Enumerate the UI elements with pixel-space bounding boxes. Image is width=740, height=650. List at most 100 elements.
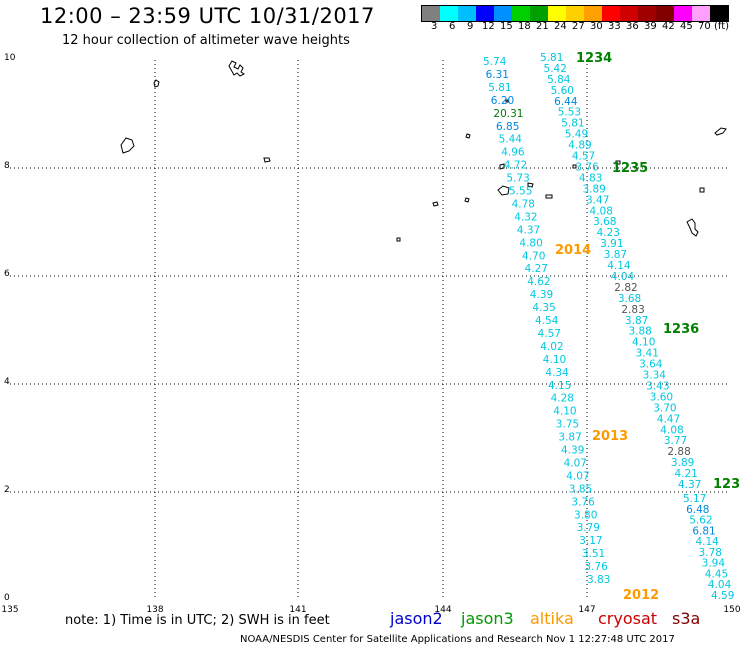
wave-height-value: 4.28: [551, 393, 574, 405]
island-outline: [432, 201, 439, 207]
wave-height-value: 3.51: [582, 548, 605, 560]
color-scale-label: 9: [467, 21, 474, 32]
island-outline: [572, 164, 577, 169]
wave-height-value: 4.37: [678, 479, 701, 491]
color-swatch: [476, 6, 494, 21]
wave-height-value: 4.35: [532, 302, 555, 314]
wave-height-value: 3.43: [646, 380, 669, 392]
wave-height-value: 4.96: [501, 147, 525, 159]
color-scale-label: 45: [680, 21, 693, 32]
wave-height-value: 5.73: [506, 173, 529, 185]
color-swatch: [530, 6, 548, 21]
color-swatch: [548, 6, 566, 21]
track-label: 1235: [612, 161, 648, 176]
track-label: 1234: [576, 51, 612, 66]
color-swatch: [602, 6, 620, 21]
wave-height-value: 4.45: [705, 568, 728, 580]
color-scale-label: 24: [554, 21, 567, 32]
wave-height-value: 4.21: [674, 468, 697, 480]
wave-height-value: 6.20: [491, 95, 514, 107]
island-outline: [499, 163, 505, 170]
wave-height-value: 6.81: [692, 525, 715, 537]
wave-height-value: 3.47: [586, 194, 609, 206]
color-scale-label: 33: [608, 21, 621, 32]
island-outline: [699, 187, 705, 193]
track-label: 123: [713, 477, 740, 492]
wave-height-value: 5.81: [488, 82, 511, 94]
wave-height-value: 3.64: [639, 359, 663, 371]
wave-height-value: 3.41: [636, 348, 659, 360]
x-tick-label: 135: [1, 605, 18, 615]
wave-height-value: 6.31: [486, 69, 509, 81]
x-tick-label: 138: [146, 605, 163, 615]
island-outline: [153, 79, 160, 88]
wave-height-value: 3.89: [582, 183, 605, 195]
x-tick-label: 150: [723, 605, 740, 615]
wave-height-value: 4.10: [543, 354, 566, 366]
satellite-legend-cryosat: cryosat: [598, 609, 658, 628]
wave-height-value: 4.78: [512, 198, 535, 210]
wave-height-value: 3.87: [558, 432, 581, 444]
color-swatch: [620, 6, 638, 21]
wave-height-value: 4.14: [607, 260, 631, 272]
x-tick-label: 147: [578, 605, 595, 615]
color-scale-bar: [421, 5, 729, 22]
color-swatch: [512, 6, 530, 21]
wave-height-value: 4.57: [572, 151, 595, 163]
color-scale-label: 42: [662, 21, 675, 32]
wave-height-value: 5.49: [565, 129, 588, 141]
wave-height-value: 4.14: [695, 536, 719, 548]
track-labels: 1234 1235 1236 123 2014 2013 2012: [555, 51, 740, 603]
wave-height-value: 4.04: [611, 271, 635, 283]
wave-height-value: 6.85: [496, 121, 519, 133]
color-swatch: [710, 6, 728, 21]
wave-height-value: 4.34: [545, 367, 569, 379]
color-swatch: [566, 6, 584, 21]
color-swatch: [638, 6, 656, 21]
credit-line: NOAA/NESDIS Center for Satellite Applica…: [240, 634, 675, 645]
wave-height-value: 4.57: [538, 328, 561, 340]
wave-height-value: 3.68: [618, 293, 641, 305]
wave-height-value: 4.54: [535, 315, 559, 327]
track-label: 2012: [623, 588, 659, 603]
color-scale-label: (ft): [714, 21, 730, 32]
wave-height-value: 4.47: [657, 413, 680, 425]
y-tick-label: 2: [4, 485, 10, 495]
color-scale-label: 15: [500, 21, 513, 32]
wave-height-value: 5.17: [683, 493, 706, 505]
color-scale-label: 36: [626, 21, 639, 32]
axis-labels: 135 138 141 144 147 150 0 2 4 6 8 10: [1, 53, 740, 615]
wave-height-value: 3.76: [571, 496, 595, 508]
island-outline: [263, 157, 271, 163]
satellite-legend-altika: altika: [530, 609, 574, 628]
y-tick-label: 10: [4, 53, 16, 63]
wave-height-value: 6.44: [554, 96, 578, 108]
track-values: 5.746.315.816.2020.316.855.444.964.725.7…: [483, 52, 734, 602]
color-scale-label: 21: [536, 21, 549, 32]
wave-height-value: 3.34: [643, 370, 667, 382]
wave-height-value: 4.08: [590, 205, 613, 217]
wave-height-value: 3.83: [587, 574, 610, 586]
wave-height-value: 4.37: [517, 224, 540, 236]
x-tick-label: 144: [434, 605, 451, 615]
wave-height-value: 4.15: [548, 380, 571, 392]
island-outline: [396, 237, 401, 242]
wave-height-value: 6.48: [686, 504, 709, 516]
wave-height-value: 5.44: [499, 134, 523, 146]
track-label: 2014: [555, 243, 591, 258]
wave-height-value: 4.39: [530, 289, 553, 301]
wave-height-value: 4.07: [564, 457, 587, 469]
footnote: note: 1) Time is in UTC; 2) SWH is in fe…: [65, 613, 330, 628]
y-tick-label: 8: [4, 161, 10, 171]
map-subtitle: 12 hour collection of altimeter wave hei…: [62, 33, 350, 48]
y-tick-label: 6: [4, 269, 10, 279]
wave-height-value: 3.89: [671, 457, 694, 469]
wave-height-value: 3.60: [650, 391, 673, 403]
wave-height-value: 5.60: [551, 85, 574, 97]
wave-height-value: 4.27: [525, 263, 548, 275]
y-tick-label: 4: [4, 377, 10, 387]
color-scale-label: 3: [431, 21, 438, 32]
wave-height-value: 5.62: [689, 515, 712, 527]
islands: [120, 60, 727, 242]
wave-height-value: 3.85: [569, 483, 592, 495]
